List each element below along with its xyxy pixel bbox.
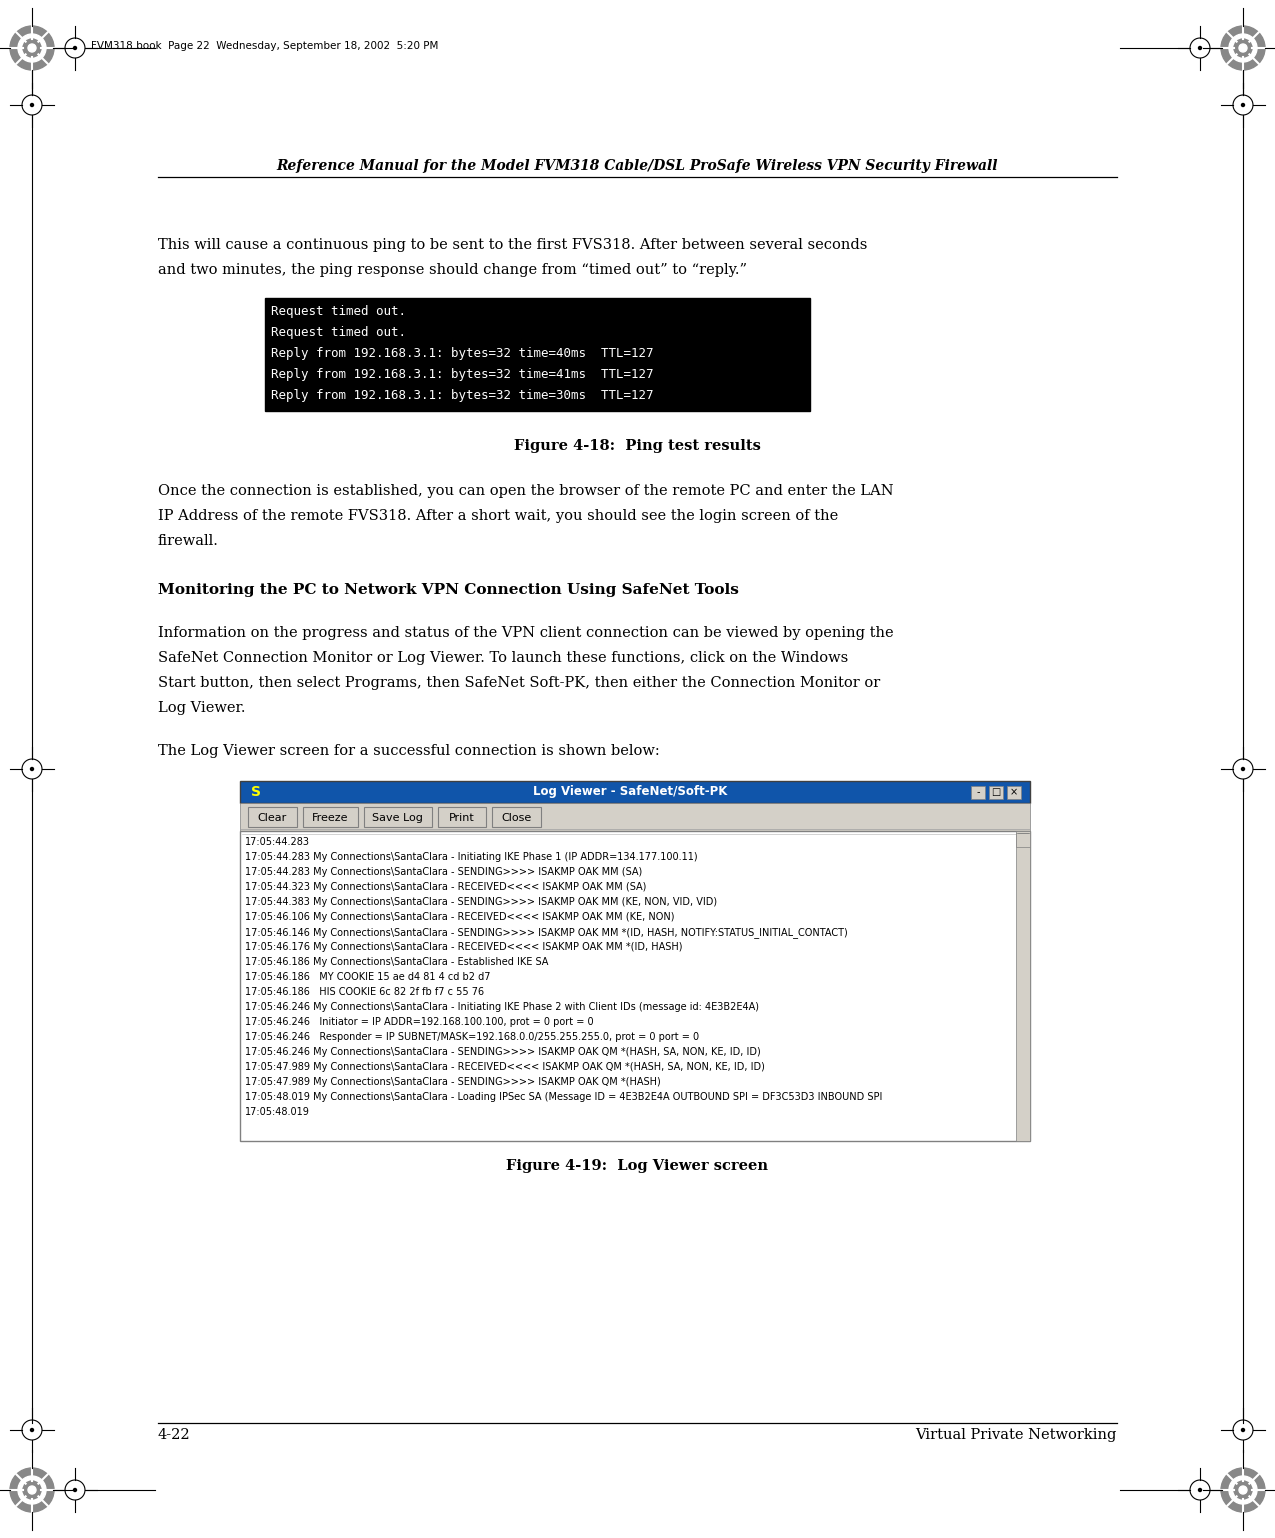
Circle shape: [18, 1476, 46, 1504]
FancyBboxPatch shape: [363, 807, 431, 827]
Circle shape: [31, 103, 33, 106]
Circle shape: [1234, 1481, 1252, 1500]
Text: 17:05:46.246   Responder = IP SUBNET/MASK=192.168.0.0/255.255.255.0, prot = 0 po: 17:05:46.246 Responder = IP SUBNET/MASK=…: [245, 1032, 699, 1043]
Text: 17:05:46.246 My Connections\SantaClara - Initiating IKE Phase 2 with Client IDs : 17:05:46.246 My Connections\SantaClara -…: [245, 1001, 759, 1012]
Circle shape: [31, 1429, 33, 1432]
Text: 17:05:46.176 My Connections\SantaClara - RECEIVED<<<< ISAKMP OAK MM *(ID, HASH): 17:05:46.176 My Connections\SantaClara -…: [245, 941, 682, 952]
Circle shape: [10, 26, 54, 71]
Text: 17:05:48.019: 17:05:48.019: [245, 1107, 310, 1117]
FancyBboxPatch shape: [437, 807, 486, 827]
FancyBboxPatch shape: [302, 807, 357, 827]
Text: SafeNet Connection Monitor or Log Viewer. To launch these functions, click on th: SafeNet Connection Monitor or Log Viewer…: [158, 651, 848, 664]
FancyBboxPatch shape: [492, 807, 541, 827]
Text: Reference Manual for the Model FVM318 Cable/DSL ProSafe Wireless VPN Security Fi: Reference Manual for the Model FVM318 Ca…: [277, 158, 998, 172]
Circle shape: [1221, 26, 1265, 71]
Circle shape: [28, 45, 36, 52]
Text: Virtual Private Networking: Virtual Private Networking: [915, 1427, 1117, 1443]
Bar: [972, 786, 986, 800]
Text: 17:05:44.283 My Connections\SantaClara - SENDING>>>> ISAKMP OAK MM (SA): 17:05:44.283 My Connections\SantaClara -…: [245, 867, 643, 877]
Text: Figure 4-18:  Ping test results: Figure 4-18: Ping test results: [514, 438, 760, 454]
Text: Information on the progress and status of the VPN client connection can be viewe: Information on the progress and status o…: [158, 626, 894, 640]
Text: 17:05:47.989 My Connections\SantaClara - SENDING>>>> ISAKMP OAK QM *(HASH): 17:05:47.989 My Connections\SantaClara -…: [245, 1077, 660, 1087]
Circle shape: [10, 1467, 54, 1512]
Text: 17:05:48.019 My Connections\SantaClara - Loading IPSec SA (Message ID = 4E3B2E4A: 17:05:48.019 My Connections\SantaClara -…: [245, 1092, 882, 1103]
Text: □: □: [992, 787, 1001, 797]
Circle shape: [1234, 38, 1252, 57]
Text: Once the connection is established, you can open the browser of the remote PC an: Once the connection is established, you …: [158, 484, 894, 498]
Text: firewall.: firewall.: [158, 534, 219, 548]
Text: Print: Print: [449, 814, 474, 823]
Text: 17:05:44.383 My Connections\SantaClara - SENDING>>>> ISAKMP OAK MM (KE, NON, VID: 17:05:44.383 My Connections\SantaClara -…: [245, 897, 717, 907]
Text: This will cause a continuous ping to be sent to the first FVS318. After between : This will cause a continuous ping to be …: [158, 238, 867, 252]
Bar: [240, 831, 1030, 1141]
Text: Close: Close: [501, 814, 532, 823]
Text: Monitoring the PC to Network VPN Connection Using SafeNet Tools: Monitoring the PC to Network VPN Connect…: [158, 583, 740, 597]
Circle shape: [74, 46, 76, 49]
Text: 17:05:46.106 My Connections\SantaClara - RECEIVED<<<< ISAKMP OAK MM (KE, NON): 17:05:46.106 My Connections\SantaClara -…: [245, 912, 674, 921]
Bar: [1016, 831, 1030, 1141]
Bar: [265, 298, 810, 411]
Text: 17:05:46.186   HIS COOKIE 6c 82 2f fb f7 c 55 76: 17:05:46.186 HIS COOKIE 6c 82 2f fb f7 c…: [245, 987, 484, 997]
Text: -: -: [977, 787, 979, 797]
Circle shape: [18, 34, 46, 62]
Text: 17:05:46.246   Initiator = IP ADDR=192.168.100.100, prot = 0 port = 0: 17:05:46.246 Initiator = IP ADDR=192.168…: [245, 1017, 594, 1027]
Bar: [1007, 786, 1021, 800]
Circle shape: [23, 38, 41, 57]
Bar: [989, 786, 1003, 800]
Circle shape: [1242, 767, 1244, 771]
Text: 17:05:47.989 My Connections\SantaClara - RECEIVED<<<< ISAKMP OAK QM *(HASH, SA, : 17:05:47.989 My Connections\SantaClara -…: [245, 1063, 765, 1072]
FancyBboxPatch shape: [249, 807, 297, 827]
Circle shape: [1242, 103, 1244, 106]
Text: FVM318.book  Page 22  Wednesday, September 18, 2002  5:20 PM: FVM318.book Page 22 Wednesday, September…: [91, 42, 439, 51]
Text: S: S: [251, 784, 261, 800]
Circle shape: [1198, 46, 1201, 49]
Text: IP Address of the remote FVS318. After a short wait, you should see the login sc: IP Address of the remote FVS318. After a…: [158, 509, 838, 523]
Text: Reply from 192.168.3.1: bytes=32 time=41ms  TTL=127: Reply from 192.168.3.1: bytes=32 time=41…: [272, 368, 654, 381]
Text: 17:05:46.246 My Connections\SantaClara - SENDING>>>> ISAKMP OAK QM *(HASH, SA, N: 17:05:46.246 My Connections\SantaClara -…: [245, 1047, 761, 1057]
Circle shape: [28, 1486, 36, 1493]
Text: and two minutes, the ping response should change from “timed out” to “reply.”: and two minutes, the ping response shoul…: [158, 263, 747, 277]
Text: Clear: Clear: [258, 814, 287, 823]
Text: Reply from 192.168.3.1: bytes=32 time=40ms  TTL=127: Reply from 192.168.3.1: bytes=32 time=40…: [272, 348, 654, 360]
Text: Log Viewer.: Log Viewer.: [158, 701, 246, 715]
Text: 17:05:44.283 My Connections\SantaClara - Initiating IKE Phase 1 (IP ADDR=134.177: 17:05:44.283 My Connections\SantaClara -…: [245, 852, 697, 861]
Circle shape: [1198, 1489, 1201, 1492]
Text: Freeze: Freeze: [312, 814, 348, 823]
Text: ×: ×: [1010, 787, 1017, 797]
Circle shape: [1239, 1486, 1247, 1493]
Circle shape: [1242, 1429, 1244, 1432]
Circle shape: [1229, 34, 1257, 62]
Text: Log Viewer - SafeNet/Soft-PK: Log Viewer - SafeNet/Soft-PK: [533, 786, 727, 798]
Text: Save Log: Save Log: [372, 814, 423, 823]
Circle shape: [31, 767, 33, 771]
Text: Start button, then select Programs, then SafeNet Soft-PK, then either the Connec: Start button, then select Programs, then…: [158, 677, 880, 691]
Circle shape: [1221, 1467, 1265, 1512]
Text: Figure 4-19:  Log Viewer screen: Figure 4-19: Log Viewer screen: [506, 1160, 768, 1173]
Text: Request timed out.: Request timed out.: [272, 326, 405, 338]
Text: The Log Viewer screen for a successful connection is shown below:: The Log Viewer screen for a successful c…: [158, 744, 659, 758]
Bar: [240, 781, 1030, 803]
Circle shape: [1229, 1476, 1257, 1504]
Circle shape: [23, 1481, 41, 1500]
Text: 17:05:44.323 My Connections\SantaClara - RECEIVED<<<< ISAKMP OAK MM (SA): 17:05:44.323 My Connections\SantaClara -…: [245, 881, 646, 892]
Text: 4-22: 4-22: [158, 1427, 191, 1443]
Text: 17:05:46.186 My Connections\SantaClara - Established IKE SA: 17:05:46.186 My Connections\SantaClara -…: [245, 957, 548, 967]
Circle shape: [1239, 45, 1247, 52]
Bar: [1016, 834, 1030, 847]
Text: Request timed out.: Request timed out.: [272, 305, 405, 318]
Circle shape: [74, 1489, 76, 1492]
Text: 17:05:44.283: 17:05:44.283: [245, 837, 310, 847]
Text: Reply from 192.168.3.1: bytes=32 time=30ms  TTL=127: Reply from 192.168.3.1: bytes=32 time=30…: [272, 389, 654, 401]
Text: 17:05:46.186   MY COOKIE 15 ae d4 81 4 cd b2 d7: 17:05:46.186 MY COOKIE 15 ae d4 81 4 cd …: [245, 972, 491, 981]
Bar: [240, 803, 1030, 831]
Text: 17:05:46.146 My Connections\SantaClara - SENDING>>>> ISAKMP OAK MM *(ID, HASH, N: 17:05:46.146 My Connections\SantaClara -…: [245, 927, 848, 938]
